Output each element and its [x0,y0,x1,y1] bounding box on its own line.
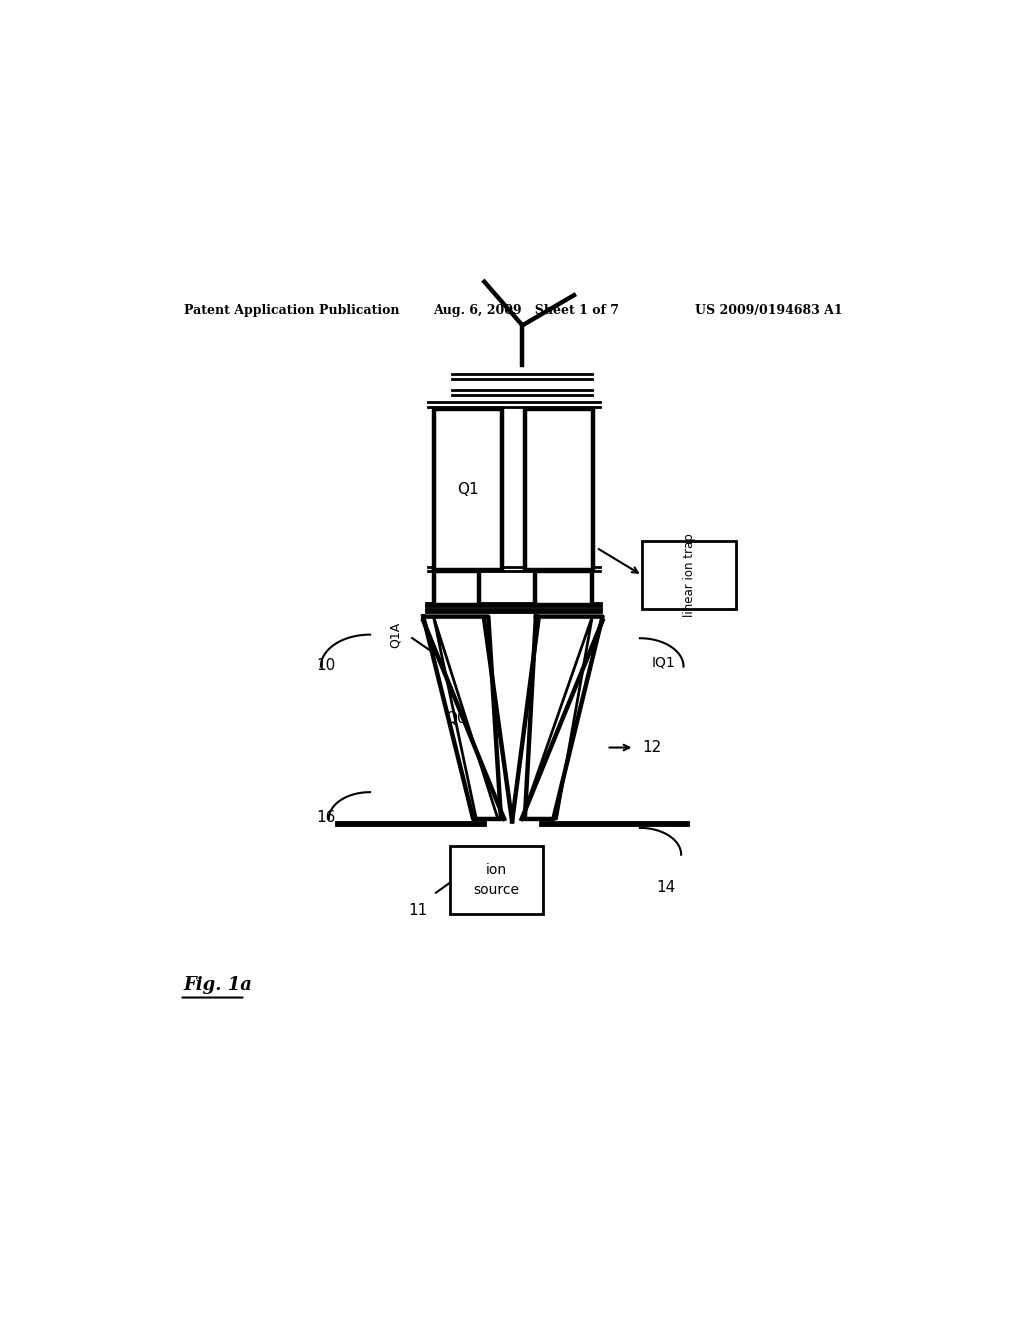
Text: 10: 10 [316,657,336,672]
Text: US 2009/0194683 A1: US 2009/0194683 A1 [695,304,843,317]
Text: linear ion trap: linear ion trap [683,533,695,618]
Text: 11: 11 [408,903,427,917]
Text: source: source [474,883,519,898]
Text: Q1: Q1 [457,482,478,496]
Text: 12: 12 [642,741,662,755]
Text: Aug. 6, 2009   Sheet 1 of 7: Aug. 6, 2009 Sheet 1 of 7 [433,304,620,317]
Text: Fig. 1a: Fig. 1a [183,975,253,994]
Bar [451,846,543,915]
Bar [433,409,502,570]
Bar [642,541,736,610]
Bar [524,409,593,570]
Text: IQ1: IQ1 [652,656,676,669]
Bar [433,572,479,605]
Polygon shape [524,616,602,818]
Text: Q1A: Q1A [389,622,401,648]
Text: Patent Application Publication: Patent Application Publication [183,304,399,317]
Text: Q0: Q0 [445,710,467,726]
Text: ion: ion [486,863,507,876]
Text: 16: 16 [316,810,336,825]
Text: 14: 14 [656,879,676,895]
Polygon shape [423,616,501,818]
Bar [536,572,592,605]
